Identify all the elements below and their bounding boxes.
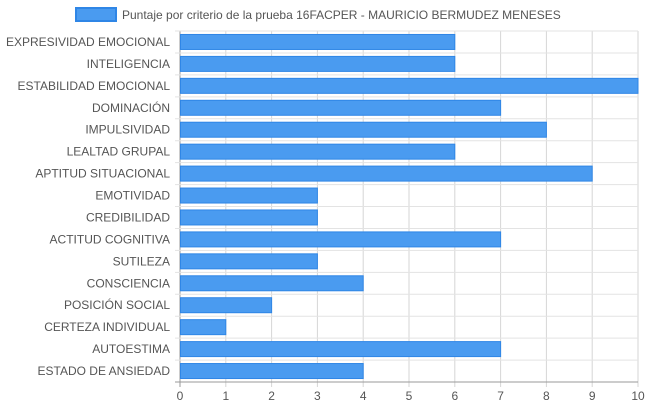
bar[interactable] <box>180 341 502 358</box>
x-tick-label: 1 <box>222 389 229 403</box>
category-label: EXPRESIVIDAD EMOCIONAL <box>6 35 170 49</box>
bar[interactable] <box>180 209 318 226</box>
x-tick-label: 3 <box>314 389 321 403</box>
category-label: CONSCIENCIA <box>87 276 170 290</box>
bar[interactable] <box>180 33 456 50</box>
category-label: ACTITUD COGNITIVA <box>50 232 170 246</box>
bar[interactable] <box>180 187 318 204</box>
bar[interactable] <box>180 363 364 380</box>
category-label: CERTEZA INDIVIDUAL <box>44 320 170 334</box>
category-labels: EXPRESIVIDAD EMOCIONAL INTELIGENCIA ESTABI… <box>6 35 170 378</box>
bar[interactable] <box>180 275 364 292</box>
x-tick-label: 10 <box>631 389 645 403</box>
x-tick-label: 7 <box>497 389 504 403</box>
x-axis-ticks: 0 1 2 3 4 5 6 7 8 9 10 <box>177 389 645 403</box>
x-tick-label: 0 <box>177 389 184 403</box>
bar[interactable] <box>180 231 502 248</box>
bar[interactable] <box>180 319 227 336</box>
category-label: IMPULSIVIDAD <box>85 123 170 137</box>
category-label: LEALTAD GRUPAL <box>67 145 171 159</box>
legend-swatch <box>75 7 117 22</box>
bar[interactable] <box>180 77 639 94</box>
x-tick-label: 2 <box>268 389 275 403</box>
bar[interactable] <box>180 99 502 116</box>
bar[interactable] <box>180 143 456 160</box>
bar[interactable] <box>180 165 593 182</box>
category-label: ESTADO DE ANSIEDAD <box>38 364 171 378</box>
bar[interactable] <box>180 297 273 314</box>
x-tick-label: 5 <box>406 389 413 403</box>
bar[interactable] <box>180 253 318 270</box>
x-tick-label: 4 <box>360 389 367 403</box>
category-label: APTITUD SITUACIONAL <box>35 167 170 181</box>
category-label: SUTILEZA <box>113 254 170 268</box>
legend[interactable]: Puntaje por criterio de la prueba 16FACP… <box>75 7 561 22</box>
category-label: ESTABILIDAD EMOCIONAL <box>18 79 171 93</box>
category-label: AUTOESTIMA <box>92 342 170 356</box>
x-tick-label: 9 <box>589 389 596 403</box>
bar[interactable] <box>180 121 547 138</box>
legend-label: Puntaje por criterio de la prueba 16FACP… <box>122 8 561 22</box>
category-label: CREDIBILIDAD <box>86 210 170 224</box>
bars <box>180 33 639 380</box>
x-tick-label: 6 <box>451 389 458 403</box>
bar[interactable] <box>180 55 456 72</box>
category-label: POSICIÓN SOCIAL <box>64 297 170 312</box>
category-label: EMOTIVIDAD <box>95 189 170 203</box>
x-tick-label: 8 <box>543 389 550 403</box>
category-label: DOMINACIÓN <box>92 100 170 115</box>
category-label: INTELIGENCIA <box>87 57 170 71</box>
